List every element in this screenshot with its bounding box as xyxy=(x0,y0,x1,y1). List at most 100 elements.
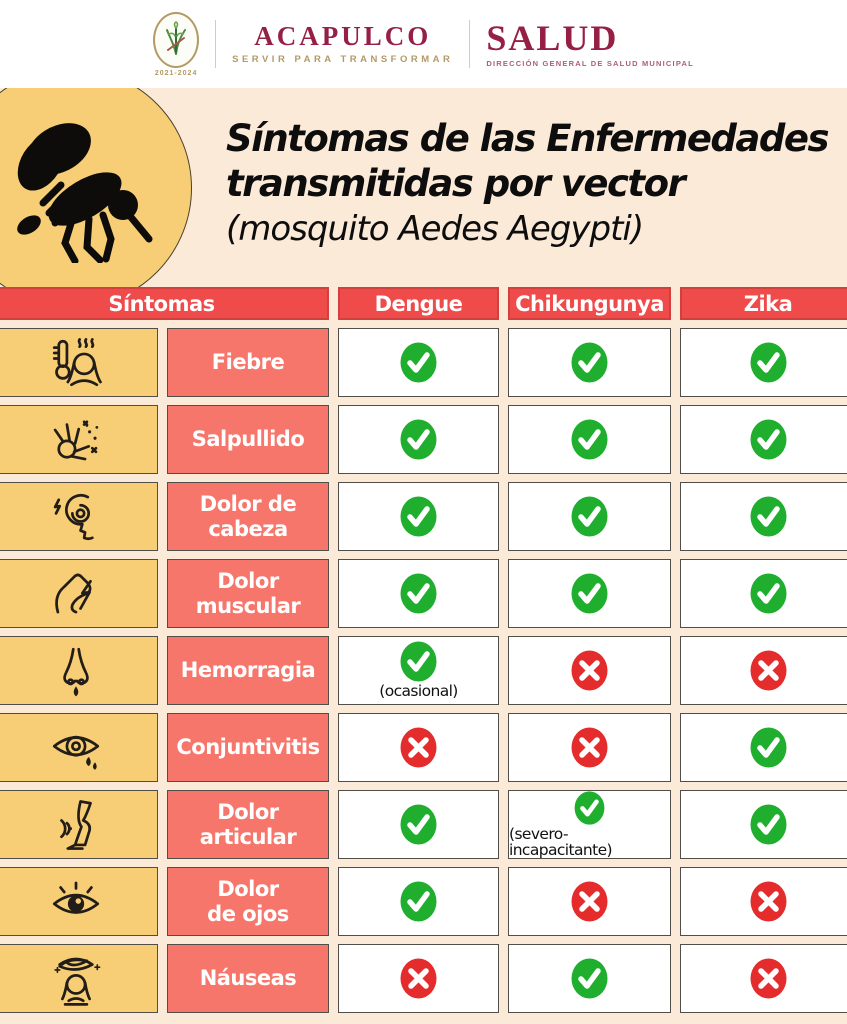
symptom-icon-cell xyxy=(0,559,158,628)
fever-icon xyxy=(52,337,102,386)
symptoms-table: Síntomas Dengue Chikungunya Zika Fiebre … xyxy=(0,287,847,1013)
cross-icon xyxy=(571,650,608,691)
title-line-2: transmitidas por vector xyxy=(226,162,686,206)
mark-cell-dengue xyxy=(338,790,499,859)
nosebleed-icon xyxy=(63,647,89,696)
header-divider xyxy=(469,20,471,68)
mark-cell-zika xyxy=(680,405,847,474)
brand-name: ACAPULCO xyxy=(254,21,432,51)
symptom-label: Dolor articular xyxy=(167,790,329,859)
symptom-icon-cell xyxy=(0,636,158,705)
symptom-icon-cell xyxy=(0,944,158,1013)
city-seal: 2021-2024 xyxy=(153,11,200,77)
symptom-label: Dolor muscular xyxy=(167,559,329,628)
cross-icon xyxy=(750,958,786,999)
cross-icon xyxy=(400,727,437,768)
check-icon xyxy=(750,496,786,537)
check-icon xyxy=(400,419,437,460)
symptom-icon-cell xyxy=(0,405,158,474)
mark-cell-dengue xyxy=(338,328,499,397)
title-line-1: Síntomas de las Enfermedades xyxy=(226,117,829,160)
mark-cell-zika xyxy=(680,482,847,551)
column-header-sintomas: Síntomas xyxy=(0,287,329,320)
mark-cell-zika xyxy=(680,944,847,1013)
symptom-label: Conjuntivitis xyxy=(167,713,329,782)
salud-wordmark: SALUD DIRECCIÓN GENERAL DE SALUD MUNICIP… xyxy=(486,20,694,68)
mark-note: (ocasional) xyxy=(379,682,458,701)
acapulco-wordmark: ACAPULCO SERVIR PARA TRANSFORMAR xyxy=(232,21,454,66)
cross-icon xyxy=(571,881,608,922)
eye-pain-icon xyxy=(52,881,100,914)
mark-cell-zika xyxy=(680,790,847,859)
mark-cell-chikungunya xyxy=(508,405,671,474)
symptom-label: Dolor de cabeza xyxy=(167,482,329,551)
mosquito-badge xyxy=(0,88,192,308)
mark-cell-dengue xyxy=(338,944,499,1013)
mark-cell-chikungunya xyxy=(508,636,671,705)
brand-header: 2021-2024 ACAPULCO SERVIR PARA TRANSFORM… xyxy=(0,0,847,88)
check-icon xyxy=(574,791,605,825)
mark-cell-chikungunya xyxy=(508,328,671,397)
rash-hand-icon xyxy=(53,420,99,460)
mark-cell-dengue xyxy=(338,559,499,628)
mark-cell-chikungunya xyxy=(508,867,671,936)
joint-pain-icon xyxy=(60,799,92,850)
symptom-label: Hemorragia xyxy=(167,636,329,705)
mark-cell-zika xyxy=(680,636,847,705)
poster-body: Síntomas de las Enfermedades transmitida… xyxy=(0,88,847,1024)
column-header-zika: Zika xyxy=(680,287,847,320)
nausea-icon xyxy=(54,957,101,1006)
symptom-icon-cell xyxy=(0,482,158,551)
mosquito-icon xyxy=(17,123,153,263)
check-icon xyxy=(571,419,608,460)
check-icon xyxy=(400,496,437,537)
symptom-label: Náuseas xyxy=(167,944,329,1013)
check-icon xyxy=(400,881,437,922)
mark-cell-dengue xyxy=(338,482,499,551)
dept-subtitle: DIRECCIÓN GENERAL DE SALUD MUNICIPAL xyxy=(486,59,694,68)
check-icon xyxy=(400,804,437,845)
symptom-label: Salpullido xyxy=(167,405,329,474)
check-icon xyxy=(400,573,437,614)
check-icon xyxy=(400,342,437,383)
check-icon xyxy=(750,573,786,614)
symptom-icon-cell xyxy=(0,790,158,859)
mark-cell-zika xyxy=(680,328,847,397)
check-icon xyxy=(571,958,608,999)
cross-icon xyxy=(571,727,608,768)
mark-cell-chikungunya xyxy=(508,713,671,782)
poster-title: Síntomas de las Enfermedades transmitida… xyxy=(226,116,840,251)
cross-icon xyxy=(750,881,786,922)
mark-cell-zika xyxy=(680,867,847,936)
seal-years: 2021-2024 xyxy=(154,69,198,77)
check-icon xyxy=(750,342,786,383)
mark-cell-zika xyxy=(680,713,847,782)
check-icon xyxy=(571,573,608,614)
headache-icon xyxy=(53,493,94,540)
symptom-icon-cell xyxy=(0,713,158,782)
symptom-label: Fiebre xyxy=(167,328,329,397)
check-icon xyxy=(571,342,608,383)
check-icon xyxy=(750,727,786,768)
symptom-icon-cell xyxy=(0,328,158,397)
brand-tagline: SERVIR PARA TRANSFORMAR xyxy=(232,54,454,65)
mark-cell-chikungunya xyxy=(508,559,671,628)
check-icon xyxy=(571,496,608,537)
mark-cell-dengue xyxy=(338,713,499,782)
header-divider xyxy=(215,20,217,68)
check-icon xyxy=(750,419,786,460)
mark-cell-chikungunya xyxy=(508,944,671,1013)
symptom-label: Dolor de ojos xyxy=(167,867,329,936)
mark-cell-chikungunya xyxy=(508,482,671,551)
mark-cell-dengue xyxy=(338,405,499,474)
mark-cell-zika xyxy=(680,559,847,628)
mark-cell-dengue xyxy=(338,867,499,936)
column-header-dengue: Dengue xyxy=(338,287,499,320)
column-header-chikungunya: Chikungunya xyxy=(508,287,671,320)
mark-note: (severo-incapacitante) xyxy=(509,825,613,859)
muscle-pain-icon xyxy=(55,573,92,613)
title-line-3: (mosquito Aedes Aegypti) xyxy=(226,209,644,250)
cross-icon xyxy=(750,650,786,691)
seal-plant-icon xyxy=(153,11,200,68)
symptom-icon-cell xyxy=(0,867,158,936)
